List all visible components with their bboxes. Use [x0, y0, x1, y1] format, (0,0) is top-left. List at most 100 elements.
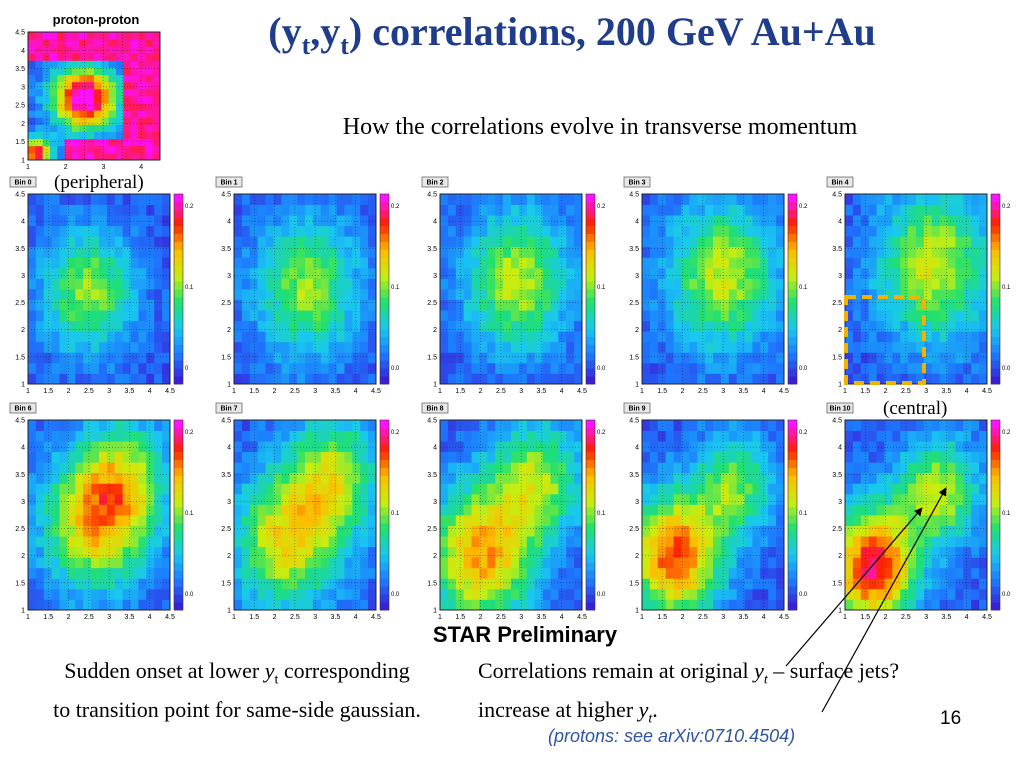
bin-1-cell: [241, 246, 251, 258]
bin-4-cell: [979, 246, 988, 258]
bin-8-cell: [574, 451, 583, 463]
bin-2-cell: [518, 310, 528, 322]
bin-0-cell: [59, 194, 68, 205]
bin-3-cell: [642, 352, 651, 364]
bin-8-cell: [495, 493, 504, 505]
bin-6-cell: [51, 567, 60, 579]
bin-8-cell: [440, 546, 449, 558]
bin-0-ytick: 1: [21, 382, 25, 389]
bin-3-colorbar-step: [788, 265, 797, 274]
bin-10-frame: [844, 419, 988, 611]
bin-7-cell: [249, 483, 259, 495]
bin-2-cell: [534, 278, 543, 290]
bin-0-cell: [154, 320, 163, 332]
pp-cell: [42, 46, 51, 54]
bin-8-cell: [558, 441, 567, 453]
bin-1-cell: [352, 215, 361, 227]
bin-4-cell: [876, 331, 885, 343]
bin-0-cell: [162, 341, 171, 353]
pp-cell: [123, 39, 132, 47]
bin-10-cell: [947, 525, 956, 537]
bin-9-cell: [760, 578, 769, 590]
bin-9-cell: [657, 451, 667, 463]
bin-2-colorbar-step: [586, 273, 595, 282]
bin-9-cell: [689, 536, 698, 548]
pp-cell: [42, 60, 51, 68]
bin-0-cell: [99, 215, 108, 227]
bin-2-cell: [542, 246, 551, 258]
bin-2-cell: [463, 215, 472, 227]
bin-6-cell: [75, 472, 84, 484]
pp-cell: [152, 103, 161, 111]
bin-9-cell: [776, 441, 785, 453]
bin-8-cell: [471, 420, 480, 431]
bin-4-cell: [876, 341, 885, 353]
bin-0-colorbar-tick: 0.1: [185, 285, 194, 291]
bin-10-cell: [947, 546, 956, 558]
bin-0-cell: [51, 310, 60, 322]
bin-8-cell: [558, 578, 567, 590]
bin-1-cell: [368, 362, 377, 374]
bin-3-cell: [689, 289, 698, 300]
bin-7-cell: [312, 462, 322, 474]
bin-2-cell: [455, 320, 465, 332]
bin-0-cell: [59, 299, 68, 311]
bin-7-cell: [312, 536, 322, 548]
bin-7-cell: [297, 525, 306, 537]
bin-2-colorbar-step: [586, 344, 595, 353]
bin-6-cell: [154, 588, 163, 600]
bin-3-cell: [760, 246, 769, 258]
bin-10-cell: [947, 472, 956, 484]
bin-10-cell: [923, 578, 933, 590]
bin-3-cell: [657, 352, 667, 364]
bin-7-cell: [281, 430, 290, 442]
bin-7-cell: [289, 472, 298, 484]
bin-4-cell: [892, 225, 901, 237]
bin-10-cell: [900, 441, 909, 453]
bin-2-cell: [471, 236, 480, 248]
bin-7-cell: [312, 599, 322, 611]
bin-6-cell: [138, 578, 147, 590]
bin-4-cell: [892, 289, 901, 300]
bin-1-ytick: 4: [227, 219, 231, 226]
bin-10-cell: [852, 420, 862, 431]
bin-10-cell: [971, 504, 980, 516]
bin-2-cell: [503, 362, 512, 374]
bin-2-cell: [495, 320, 504, 332]
bin-1-colorbar-tick: 0.1: [391, 285, 400, 291]
bin-9-cell: [776, 578, 785, 590]
pp-cell: [130, 145, 139, 154]
bin-3-cell: [760, 373, 769, 385]
bin-9-cell: [760, 536, 769, 548]
bin-9-cell: [720, 504, 730, 516]
bin-3-cell: [760, 352, 769, 364]
bin-0-cell: [59, 373, 68, 385]
bin-4-cell: [892, 352, 901, 364]
pp-cell: [152, 124, 161, 132]
bin-6-cell: [67, 420, 76, 431]
bin-9-cell: [752, 515, 761, 526]
bin-3-cell: [697, 278, 706, 290]
bin-10-cell: [892, 515, 901, 526]
bin-0-cell: [114, 320, 124, 332]
bin-6-cell: [67, 451, 76, 463]
bin-0-cell: [59, 352, 68, 364]
bin-6-tab-label: Bin 6: [14, 406, 31, 413]
bin-7-cell: [234, 567, 243, 579]
bin-3-cell: [681, 310, 690, 322]
bin-7-cell: [273, 451, 282, 463]
bin-6-cell: [35, 536, 45, 548]
bin-8-cell: [440, 493, 449, 505]
bin-7-colorbar-step: [380, 546, 389, 555]
pp-cell: [72, 39, 80, 47]
bin-7-cell: [273, 504, 282, 516]
bin-1-cell: [305, 320, 314, 332]
bin-9-cell: [776, 462, 785, 474]
bin-8-cell: [511, 420, 520, 431]
bin-2-cell: [574, 320, 583, 332]
bin-3-cell: [642, 204, 651, 216]
bin-6-cell: [162, 546, 171, 558]
pp-cell: [138, 81, 146, 90]
bin-2-cell: [511, 352, 520, 364]
bin-6-cell: [106, 557, 116, 569]
